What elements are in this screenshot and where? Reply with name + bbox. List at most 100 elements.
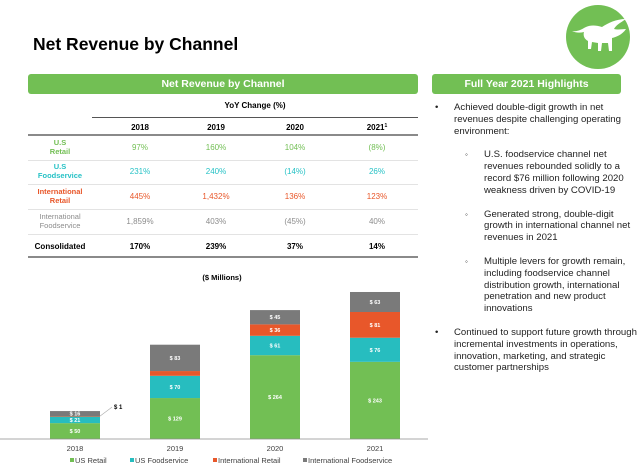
bar-segment <box>350 337 400 362</box>
row-label: International Retail <box>28 187 92 205</box>
highlight-sub-bullet: Multiple levers for growth remain, inclu… <box>434 256 639 315</box>
bar-stack-2020: $ 264 $ 61 $ 36 $ 45 <box>250 310 300 439</box>
column-header-2018: 2018 <box>131 123 149 132</box>
row-label: International Foodservice <box>28 212 92 230</box>
table-cell: 40% <box>368 217 385 226</box>
legend-item: US Retail <box>70 456 107 465</box>
row-label: U.S Foodservice <box>28 162 92 180</box>
bar-data-label: $ 129 <box>168 417 182 423</box>
bar-segment <box>350 312 400 338</box>
table-cell: 37% <box>286 242 303 251</box>
table-cell: 14% <box>368 242 385 251</box>
row-label-line1: International <box>39 212 81 221</box>
highlight-sub-bullet: Generated strong, double-digit growth in… <box>434 209 639 244</box>
table-cell: 1,432% <box>202 192 230 201</box>
bar-data-label: $ 81 <box>370 323 381 329</box>
bar-segment <box>250 335 300 356</box>
row-label-line1: U.S <box>53 138 67 147</box>
bar-stack-2018: $ 50 $ 21$ 16 <box>50 411 100 439</box>
table-cell: 403% <box>205 217 227 226</box>
column-header-2019: 2019 <box>207 123 225 132</box>
row-label-line2: Retail <box>49 147 71 156</box>
legend-label: International Retail <box>218 456 281 465</box>
bar-segment <box>350 291 400 312</box>
yoy-caption: YoY Change (%) <box>224 101 286 110</box>
row-divider <box>28 209 418 210</box>
legend-item: International Retail <box>213 456 281 465</box>
x-tick-label: 2021 <box>367 444 384 453</box>
bar-segment <box>150 398 200 439</box>
table-cell: 239% <box>205 242 227 251</box>
bar-segment <box>50 423 100 439</box>
row-label-line2: Foodservice <box>37 171 83 180</box>
bar-data-label: $ 36 <box>270 328 281 334</box>
bar-data-label: $ 63 <box>370 300 381 306</box>
legend-label: US Foodservice <box>135 456 189 465</box>
bar-segment <box>250 310 300 325</box>
table-cell: 26% <box>368 167 385 176</box>
bar-segment <box>50 416 100 417</box>
column-header-2021: 20211 <box>337 123 417 132</box>
chart-title: ($ Millions) <box>202 273 242 282</box>
table-cell: (14%) <box>284 167 306 176</box>
row-label: Consolidated <box>28 242 92 251</box>
column-header-2021-text: 2021 <box>366 123 385 132</box>
table-cell: 240% <box>205 167 227 176</box>
bar-stack-2021: $ 243 $ 76 $ 81 $ 63 <box>350 291 400 439</box>
bar-data-label: $ 21 <box>70 418 81 424</box>
row-divider <box>28 234 418 235</box>
highlights-list: Achieved double-digit growth in net reve… <box>434 102 639 386</box>
row-divider <box>28 160 418 161</box>
highlights-header: Full Year 2021 Highlights <box>432 74 621 94</box>
caption-rule <box>92 117 418 118</box>
callout-leader-line <box>99 406 113 417</box>
row-label-line2: Foodservice <box>39 221 81 230</box>
bar-segment <box>150 371 200 376</box>
bar-data-label: $ 45 <box>270 315 281 321</box>
table-cell: 160% <box>205 143 227 152</box>
legend-swatch <box>303 458 307 462</box>
table-section-header: Net Revenue by Channel <box>28 74 418 94</box>
row-label-line1: Consolidated <box>34 242 86 251</box>
callout-label: $ 1 <box>114 405 123 411</box>
bar-data-label: $ 50 <box>70 429 81 435</box>
bar-data-label: $ 83 <box>170 356 181 362</box>
legend-item: US Foodservice <box>130 456 188 465</box>
bar-data-label: $ 76 <box>370 348 381 354</box>
row-label-line2: Retail <box>49 196 71 205</box>
table-bottom-rule <box>28 256 418 258</box>
legend-item: International Foodservice <box>303 456 392 465</box>
bar-segment <box>250 324 300 336</box>
legend-label: International Foodservice <box>308 456 393 465</box>
table-cell: 170% <box>129 242 151 251</box>
row-divider <box>28 184 418 185</box>
bar-data-label: $ 243 <box>368 398 382 404</box>
bar-segment <box>50 411 100 417</box>
bar-segment <box>150 344 200 372</box>
table-cell: 97% <box>131 143 148 152</box>
x-tick-label: 2018 <box>67 444 84 453</box>
bar-segment <box>250 355 300 439</box>
table-cell: 123% <box>366 192 388 201</box>
legend-swatch <box>130 458 134 462</box>
table-cell: (45%) <box>284 217 306 226</box>
highlight-bullet: Achieved double-digit growth in net reve… <box>434 102 639 137</box>
row-label-line1: U.S <box>53 162 67 171</box>
bar-segment <box>150 375 200 399</box>
x-tick-label: 2019 <box>167 444 184 453</box>
footnote-marker: 1 <box>384 123 388 129</box>
table-cell: (8%) <box>368 143 386 152</box>
table-cell: 445% <box>129 192 151 201</box>
table-cell: 104% <box>284 143 306 152</box>
legend-swatch <box>213 458 217 462</box>
column-header-2020: 2020 <box>286 123 304 132</box>
legend-swatch <box>70 458 74 462</box>
bar-segment <box>350 361 400 439</box>
x-tick-label: 2020 <box>267 444 284 453</box>
row-label: U.S Retail <box>28 138 92 156</box>
table-cell: 231% <box>129 167 151 176</box>
bar-stack-2019: $ 129 $ 70 $ 83 <box>150 344 200 439</box>
row-label-line1: International <box>37 187 83 196</box>
chart-svg: ($ Millions) $ 50 $ 21$ 16 2018 $ 129 $ 70 $ 8… <box>0 273 428 453</box>
header-rule <box>28 134 418 136</box>
